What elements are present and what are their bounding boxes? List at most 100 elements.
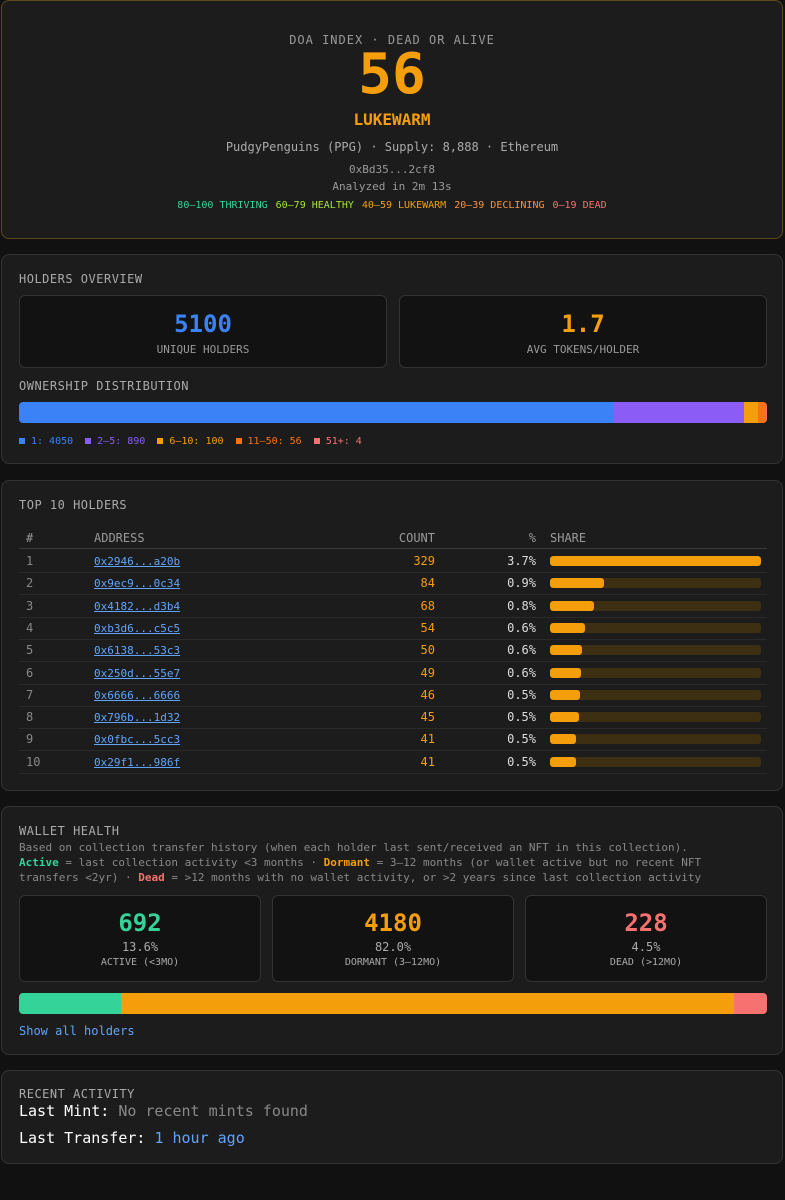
- definition-part: Dead: [138, 871, 165, 884]
- holder-address[interactable]: 0x2946...a20b: [94, 555, 181, 568]
- row-rule: [19, 661, 767, 663]
- activity-line: Last Mint: No recent mints found: [19, 1102, 308, 1120]
- count: 49: [420, 665, 435, 680]
- holder-address[interactable]: 0x4182...d3b4: [94, 599, 181, 613]
- distribution-segment: [766, 402, 767, 423]
- holder-address[interactable]: 0x29f1...986f: [94, 755, 181, 769]
- column-header: #: [26, 531, 34, 545]
- health-box: 4180 82.0% DORMANT (3–12MO): [272, 895, 514, 982]
- share-track: [550, 622, 761, 633]
- share-bar: [550, 578, 604, 589]
- holder-address[interactable]: 0x6138...53c3: [94, 644, 181, 658]
- stat-box: 1.7 AVG TOKENS/HOLDER: [399, 295, 767, 368]
- share-bar: [550, 756, 577, 767]
- activity-label: Last Transfer:: [19, 1129, 146, 1147]
- holder-address[interactable]: 0x796b...1d32: [94, 711, 181, 725]
- holder-address[interactable]: 0x6666...6666: [94, 688, 181, 702]
- distribution-title: OWNERSHIP DISTRIBUTION: [19, 379, 189, 393]
- row-rule: [19, 728, 767, 730]
- row-rule: [19, 705, 767, 707]
- share-bar: [550, 667, 582, 678]
- health-segment: [120, 993, 734, 1014]
- stat-box: 5100 UNIQUE HOLDERS: [19, 295, 387, 368]
- health-box: 228 4.5% DEAD (>12MO): [525, 895, 767, 982]
- row-rule: [19, 572, 767, 573]
- distribution-segment: [19, 402, 613, 423]
- health-value: 228: [624, 909, 668, 937]
- count: 50: [420, 643, 435, 658]
- legend-item: 80–100 THRIVING: [177, 200, 268, 211]
- score: 56: [358, 42, 426, 107]
- percent: 0.6%: [507, 620, 536, 635]
- stat-label: UNIQUE HOLDERS: [156, 343, 250, 356]
- score-card: DOA INDEX · DEAD OR ALIVE 56 LUKEWARM Pu…: [1, 0, 783, 239]
- activity-label: Last Mint:: [19, 1102, 110, 1120]
- legend-swatch: [313, 438, 320, 444]
- health-segment: [733, 993, 767, 1014]
- rank: 9: [26, 732, 34, 747]
- column-header: COUNT: [398, 531, 435, 545]
- recent-activity-card: RECENT ACTIVITY Last Mint: No recent mint…: [1, 1070, 783, 1164]
- health-value: 692: [118, 909, 162, 937]
- health-label: ACTIVE (<3MO): [100, 957, 180, 968]
- section-title: WALLET HEALTH: [19, 824, 120, 838]
- legend-item: 20–39 DECLINING: [454, 200, 545, 211]
- legend-item: 2–5: 890: [85, 436, 145, 447]
- column-header: ADDRESS: [94, 531, 145, 545]
- section-title: HOLDERS OVERVIEW: [19, 272, 143, 286]
- section-title: RECENT ACTIVITY: [19, 1087, 135, 1101]
- distribution-bar: [19, 402, 767, 423]
- definition-part: = last collection activity <3 months ·: [58, 856, 324, 869]
- share-track: [550, 578, 761, 589]
- distribution-segment: [743, 402, 759, 423]
- rank: 1: [26, 554, 34, 568]
- holder-address[interactable]: 0x9ec9...0c34: [94, 577, 181, 591]
- legend-item: 40–59 LUKEWARM: [361, 200, 447, 211]
- activity-value: No recent mints found: [118, 1102, 308, 1120]
- show-all-link[interactable]: Show all holders: [19, 1024, 135, 1038]
- column-header: %: [528, 531, 536, 545]
- percent: 0.5%: [507, 732, 536, 747]
- health-percent: 82.0%: [374, 940, 412, 954]
- count: 329: [413, 554, 435, 568]
- legend-item: 11–50: 56: [235, 436, 302, 447]
- rank: 2: [26, 576, 34, 591]
- rank: 7: [26, 687, 34, 702]
- share-bar: [550, 600, 594, 611]
- holder-address[interactable]: 0x250d...55e7: [94, 666, 181, 680]
- percent: 0.5%: [507, 710, 536, 725]
- legend-label: 51+: 4: [325, 436, 362, 447]
- share-track: [550, 756, 761, 767]
- legend-swatch: [235, 438, 242, 444]
- column-header: SHARE: [550, 531, 587, 545]
- activity-value: 1 hour ago: [154, 1129, 245, 1147]
- definition-part: = >12 months with no wallet activity, or…: [164, 871, 702, 884]
- wallet-bar: [19, 993, 767, 1014]
- share-bar: [550, 645, 583, 656]
- legend-item: 0–19 DEAD: [552, 200, 607, 211]
- legend-label: 1: 4050: [31, 436, 74, 447]
- count: 45: [420, 710, 435, 725]
- count: 54: [420, 620, 435, 635]
- share-track: [550, 600, 761, 611]
- legend-item: 60–79 HEALTHY: [275, 200, 354, 211]
- share-bar: [550, 689, 580, 700]
- health-box: 692 13.6% ACTIVE (<3MO): [19, 895, 261, 982]
- contract-address: 0xBd35...2cf8: [348, 163, 436, 176]
- percent: 0.6%: [507, 665, 536, 680]
- distribution-legend: 1: 4050 2–5: 890 6–10: 100 11–50: 56 51+: 4: [19, 436, 374, 447]
- legend-label: 11–50: 56: [247, 436, 302, 447]
- share-bar: [550, 622, 585, 633]
- percent: 3.7%: [507, 554, 536, 568]
- holder-address[interactable]: 0x0fbc...5cc3: [94, 733, 181, 747]
- holder-address[interactable]: 0xb3d6...c5c5: [94, 621, 181, 635]
- stat-value: 1.7: [561, 310, 605, 338]
- description: Based on collection transfer history (wh…: [19, 840, 767, 885]
- count: 41: [420, 754, 435, 769]
- holders-card: HOLDERS OVERVIEW OWNERSHIP DISTRIBUTION …: [1, 254, 783, 464]
- activity-line: Last Transfer: 1 hour ago: [19, 1129, 245, 1147]
- row-rule: [19, 594, 767, 596]
- share-track: [550, 689, 761, 700]
- legend-swatch: [19, 438, 25, 444]
